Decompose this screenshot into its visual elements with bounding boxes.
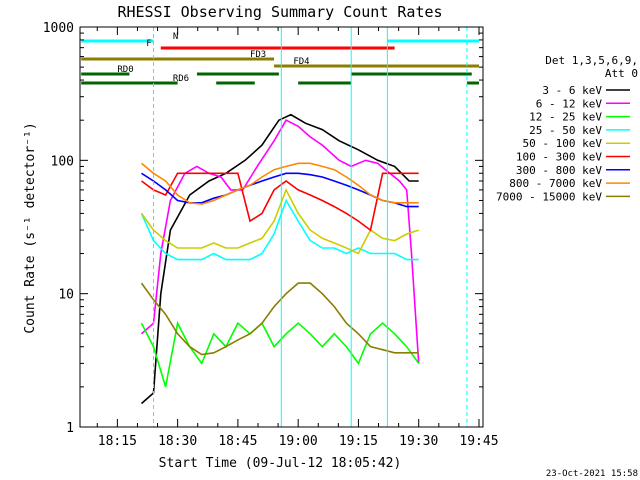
series-line xyxy=(140,282,419,356)
series-line xyxy=(140,187,419,255)
legend-entry: 25 - 50 keV xyxy=(529,124,602,137)
x-tick-label: 18:45 xyxy=(218,434,257,449)
flag-bar-label: F xyxy=(146,39,151,49)
series-line xyxy=(141,172,419,232)
flag-bar-label: RD0 xyxy=(117,65,133,75)
y-axis-label: Count Rate (s⁻¹ detector⁻¹) xyxy=(23,122,38,333)
x-axis: 18:15 18:30 18:45 19:00 19:15 19:30 19:45 xyxy=(96,27,499,449)
flag-bars: N F FD3 FD4 RD0 RD6 xyxy=(81,32,479,85)
legend-entry: 300 - 800 keV xyxy=(516,164,602,177)
y-tick-label: 1000 xyxy=(43,21,74,36)
timestamp: 23-Oct-2021 15:58 xyxy=(546,469,638,479)
legend-entry: 12 - 25 keV xyxy=(529,111,602,124)
legend-title: Det 1,3,5,6,9, xyxy=(545,54,638,67)
vertical-markers xyxy=(153,27,468,427)
series-line xyxy=(140,119,420,364)
chart-title: RHESSI Observing Summary Count Rates xyxy=(117,3,442,21)
series-line xyxy=(140,113,419,405)
series-lines xyxy=(140,113,420,405)
series-line xyxy=(140,162,419,205)
legend-entry: 100 - 300 keV xyxy=(516,151,602,164)
legend-entry: 800 - 7000 keV xyxy=(509,177,602,190)
flag-bar-label: FD4 xyxy=(293,57,309,67)
legend-entry: 7000 - 15000 keV xyxy=(496,190,602,203)
x-tick-label: 19:30 xyxy=(399,434,438,449)
x-tick-label: 18:15 xyxy=(98,434,137,449)
y-tick-label: 100 xyxy=(51,154,74,169)
legend-entry: 6 - 12 keV xyxy=(536,97,603,110)
x-tick-label: 19:45 xyxy=(459,434,498,449)
y-axis: 1 10 100 1000 xyxy=(43,21,483,436)
plot-frame xyxy=(79,26,484,428)
series-line xyxy=(140,320,420,388)
legend-entry: 3 - 6 keV xyxy=(542,84,602,97)
legend-entry: 50 - 100 keV xyxy=(523,137,603,150)
flag-bar-label: FD3 xyxy=(250,50,266,60)
y-tick-label: 1 xyxy=(66,421,74,436)
series-line xyxy=(140,198,419,261)
x-tick-label: 19:15 xyxy=(339,434,378,449)
x-axis-label: Start Time (09-Jul-12 18:05:42) xyxy=(159,456,402,471)
x-tick-label: 19:00 xyxy=(279,434,318,449)
y-tick-label: 10 xyxy=(58,288,74,303)
x-tick-label: 18:30 xyxy=(158,434,197,449)
flag-bar-label: N xyxy=(173,32,178,42)
flag-bar-label: RD6 xyxy=(173,74,189,84)
legend-title: Att 0 xyxy=(605,67,638,80)
